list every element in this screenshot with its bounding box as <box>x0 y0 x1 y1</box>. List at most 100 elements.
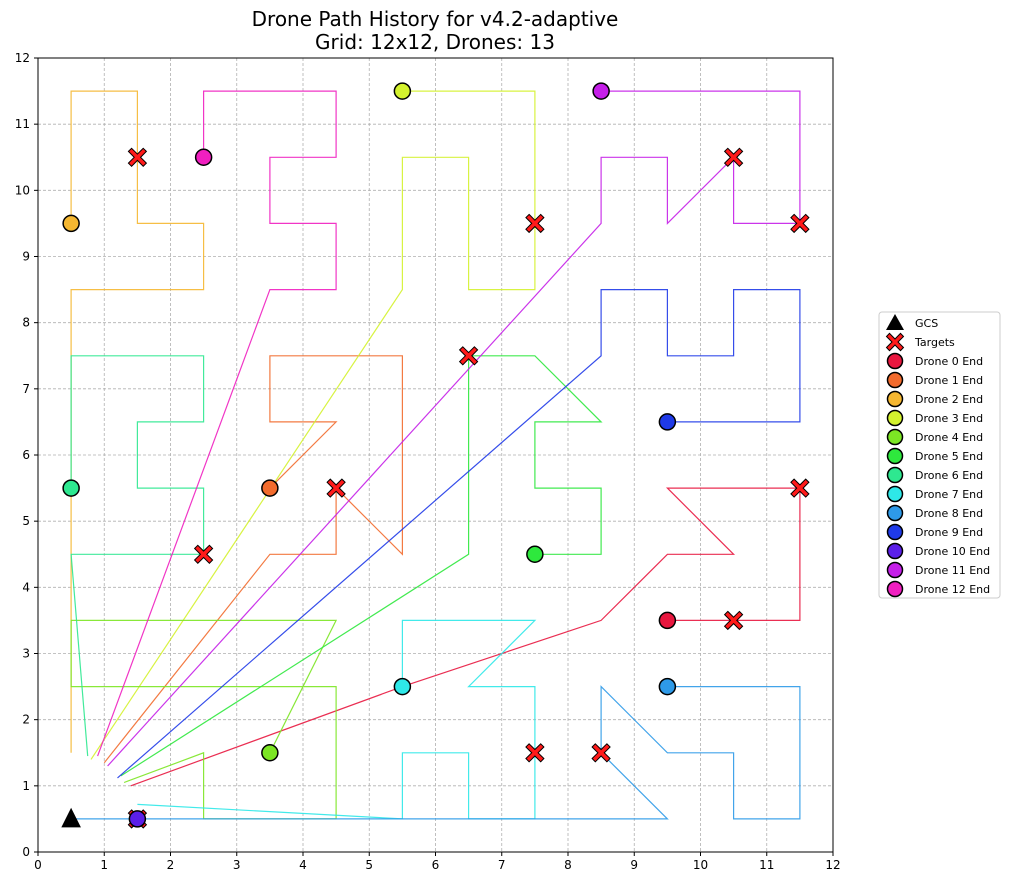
drone-2-end-marker <box>62 214 80 233</box>
y-tick-label: 10 <box>15 183 30 197</box>
drone-0-end-marker <box>658 611 677 630</box>
y-tick-label: 3 <box>22 647 30 661</box>
legend-drone-1-label: Drone 1 End <box>915 374 983 387</box>
legend-gcs-symbol <box>886 314 904 330</box>
x-tick-label: 12 <box>825 858 840 872</box>
target-marker <box>525 213 545 234</box>
legend-drone-8-label: Drone 8 End <box>915 507 983 520</box>
target-marker <box>458 346 479 366</box>
x-tick-label: 4 <box>299 858 307 872</box>
legend-drone-3-label: Drone 3 End <box>915 412 983 425</box>
x-tick-label: 10 <box>693 858 708 872</box>
legend-drone-8-symbol <box>886 504 904 522</box>
x-tick-label: 0 <box>34 858 42 872</box>
y-tick-label: 0 <box>22 845 30 859</box>
legend-drone-6-symbol <box>886 466 904 484</box>
drone-6-end-marker <box>62 479 80 497</box>
x-tick-label: 7 <box>498 858 506 872</box>
legend-targets-symbol <box>885 332 905 352</box>
legend-drone-10-label: Drone 10 End <box>915 545 990 558</box>
y-tick-label: 12 <box>15 51 30 65</box>
legend-box <box>878 311 1001 599</box>
drone-2-path <box>70 90 205 753</box>
drone-4-end-marker <box>261 744 279 762</box>
ends-layer <box>62 82 677 828</box>
target-marker <box>193 544 214 565</box>
legend-drone-4-label: Drone 4 End <box>915 431 983 444</box>
drone-9-end-marker <box>658 413 677 431</box>
y-tick-label: 8 <box>22 316 30 330</box>
y-tick-label: 1 <box>22 779 30 793</box>
gcs-layer <box>61 807 81 828</box>
legend-gcs-label: GCS <box>915 317 938 330</box>
targets-layer <box>127 147 810 829</box>
y-tick-label: 9 <box>22 250 30 264</box>
target-marker <box>127 147 148 168</box>
drone-12-end-marker <box>194 148 213 166</box>
legend-drone-4-symbol <box>886 428 904 446</box>
x-tick-label: 8 <box>564 858 572 872</box>
drone-8-path <box>71 685 801 820</box>
legend-drone-6-label: Drone 6 End <box>915 469 983 482</box>
legend-drone-11-symbol <box>886 561 904 579</box>
legend-drone-0-symbol <box>886 352 904 370</box>
target-marker <box>525 743 545 763</box>
x-tick-label: 6 <box>432 858 440 872</box>
gcs-marker <box>61 807 81 828</box>
legend-drone-2-label: Drone 2 End <box>915 393 983 406</box>
drone-1-path <box>103 355 403 764</box>
drone-6-path <box>70 355 205 757</box>
chart-title-line2: Grid: 12x12, Drones: 13 <box>315 30 555 54</box>
target-marker <box>790 213 810 234</box>
drone-4-path <box>70 619 338 820</box>
y-tick-label: 5 <box>22 514 30 528</box>
x-tick-label: 11 <box>759 858 774 872</box>
drone-5-end-marker <box>526 545 544 563</box>
y-tick-label: 11 <box>15 117 30 131</box>
x-tick-label: 2 <box>167 858 175 872</box>
drone-8-end-marker <box>658 677 677 696</box>
legend-drone-3-symbol <box>886 409 904 427</box>
drone-11-path <box>107 90 801 767</box>
y-tick-label: 6 <box>22 448 30 462</box>
x-tick-label: 9 <box>630 858 638 872</box>
legend-drone-11-label: Drone 11 End <box>915 564 990 577</box>
y-tick-label: 7 <box>22 382 30 396</box>
x-tick-label: 5 <box>365 858 373 872</box>
legend-drone-0-label: Drone 0 End <box>915 355 983 368</box>
paths-layer <box>70 90 801 820</box>
y-tick-label: 2 <box>22 713 30 727</box>
x-tick-label: 3 <box>233 858 241 872</box>
legend-drone-2-symbol <box>886 390 904 408</box>
chart-title-line1: Drone Path History for v4.2-adaptive <box>252 7 619 31</box>
legend-drone-7-label: Drone 7 End <box>915 488 983 501</box>
target-marker <box>790 478 810 498</box>
target-marker <box>591 743 611 763</box>
target-marker <box>723 610 744 631</box>
x-tick-label: 1 <box>100 858 108 872</box>
target-marker <box>326 478 346 498</box>
drone-5-path <box>120 355 603 777</box>
drone-3-end-marker <box>393 82 412 100</box>
drone-12-path <box>97 90 337 757</box>
legend: GCS Targets Drone 0 End Drone 1 End Drone 2 … <box>878 311 1001 599</box>
drone-3-path <box>90 90 536 760</box>
legend-targets-label: Targets <box>914 336 955 349</box>
legend-drone-9-symbol <box>886 523 904 541</box>
legend-drone-10-symbol <box>886 542 904 560</box>
drone-7-end-marker <box>393 677 412 696</box>
drone-9-path <box>117 289 801 779</box>
legend-drone-5-symbol <box>886 447 904 465</box>
legend-drone-1-symbol <box>886 371 904 389</box>
drone-11-end-marker <box>592 82 610 100</box>
target-marker <box>723 147 744 168</box>
drone-1-end-marker <box>261 479 279 497</box>
legend-drone-12-label: Drone 12 End <box>915 583 990 596</box>
legend-drone-5-label: Drone 5 End <box>915 450 983 463</box>
y-tick-label: 4 <box>22 580 30 594</box>
drone-10-end-marker <box>128 810 147 828</box>
legend-drone-12-symbol <box>886 580 904 598</box>
legend-drone-9-label: Drone 9 End <box>915 526 983 539</box>
